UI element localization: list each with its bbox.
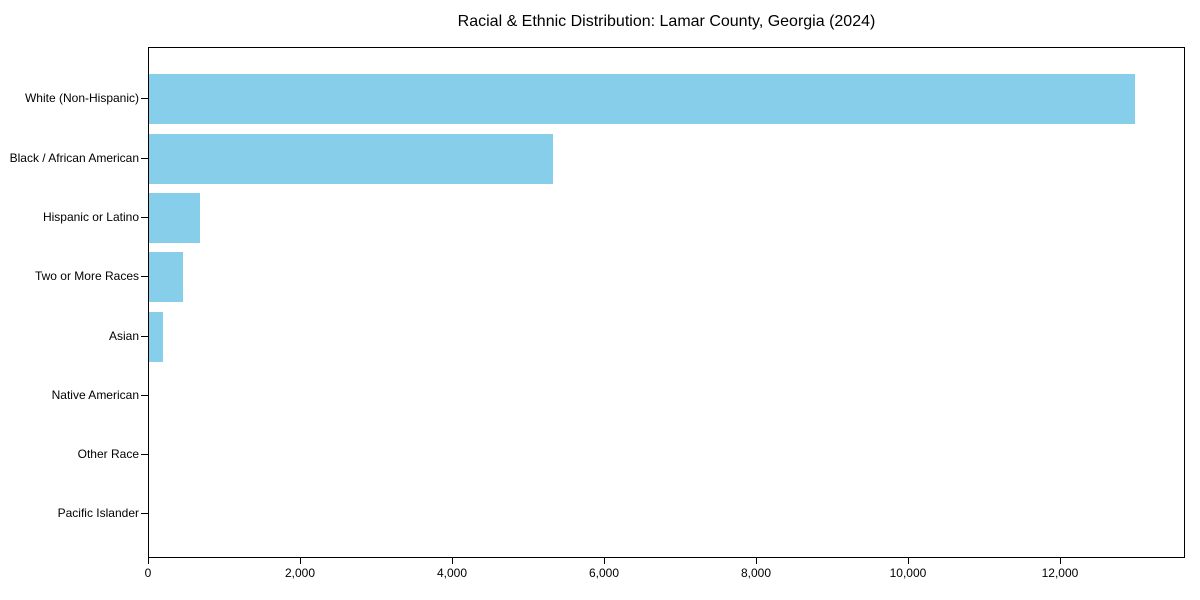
x-axis-tick [1059,558,1061,564]
x-axis-tick [451,558,453,564]
x-axis-tick [603,558,605,564]
bar [149,133,553,184]
bar [149,192,200,243]
y-axis-tick [141,335,148,337]
x-axis-tick [755,558,757,564]
y-axis-tick [141,276,148,278]
y-axis-tick [141,216,148,218]
y-axis-label: Hispanic or Latino [42,209,139,224]
y-axis-tick [141,454,148,456]
x-tick-label: 8,000 [740,566,771,580]
y-axis-tick [141,157,148,159]
x-axis-tick [148,558,149,564]
y-axis-label: Black / African American [9,150,139,165]
x-tick-label: 12,000 [1041,566,1079,580]
y-axis-tick [141,513,148,515]
x-tick-label: 2,000 [284,566,315,580]
plot-area [148,47,1185,558]
x-tick-label: 10,000 [889,566,927,580]
y-axis-label: Asian [108,328,139,343]
y-axis-label: Pacific Islander [57,506,139,521]
x-axis-tick [907,558,909,564]
y-axis-tick [141,98,148,100]
y-axis-label: Two or More Races [34,269,139,284]
y-axis-label: White (Non-Hispanic) [24,91,139,106]
x-axis-tick [299,558,301,564]
chart-title: Racial & Ethnic Distribution: Lamar Coun… [457,13,876,30]
bar [149,311,163,362]
bar [149,74,1136,125]
x-tick-label: 6,000 [588,566,619,580]
y-axis-tick [141,394,148,396]
x-tick-label: 4,000 [436,566,467,580]
y-axis-label: Native American [51,387,139,402]
y-axis-label: Other Race [77,447,139,462]
x-tick-label: 0 [144,566,152,580]
bar [149,252,183,303]
